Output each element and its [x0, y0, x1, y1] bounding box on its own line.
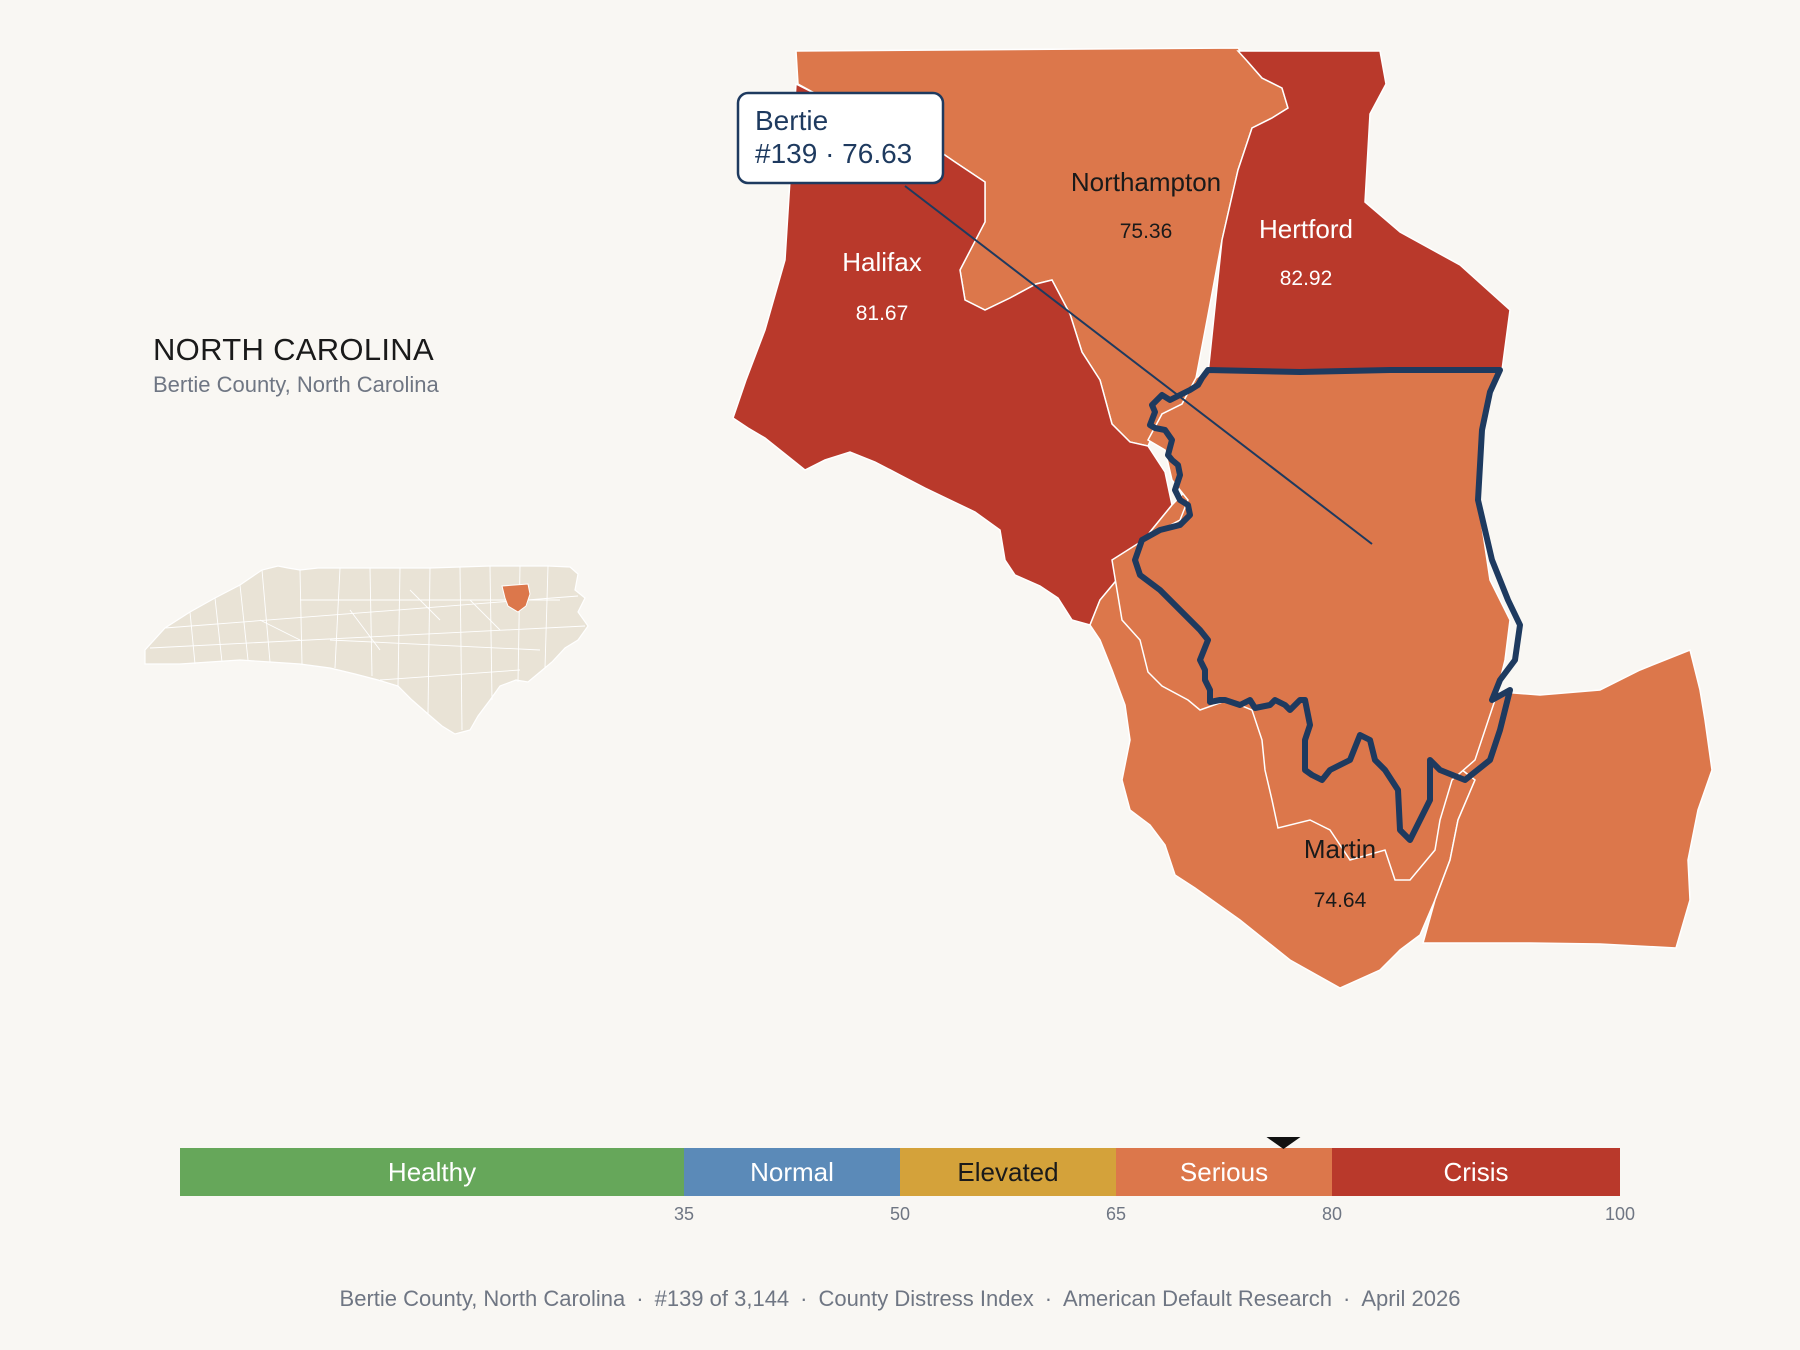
- scale-tick: 65: [1106, 1204, 1126, 1224]
- callout-box: Bertie #139 · 76.63: [736, 91, 945, 185]
- martin-name: Martin: [1304, 834, 1376, 864]
- hertford-name: Hertford: [1259, 214, 1353, 244]
- county-map: [732, 47, 1713, 989]
- scale-tick: 100: [1605, 1204, 1635, 1224]
- scale-band-crisis: [1332, 1148, 1620, 1196]
- scale-band-elevated: [900, 1148, 1116, 1196]
- halifax-value: 81.67: [856, 302, 909, 325]
- scale-label-healthy: Healthy: [388, 1157, 476, 1187]
- scale-band-serious: [1116, 1148, 1332, 1196]
- northampton-value: 75.36: [1120, 220, 1173, 243]
- footer-separator: ·: [800, 1286, 808, 1311]
- northampton-name: Northampton: [1071, 167, 1221, 197]
- footer-separator: ·: [1044, 1286, 1053, 1311]
- scale-band-normal: [684, 1148, 900, 1196]
- scale-tick: 80: [1322, 1204, 1342, 1224]
- scale-tick: 35: [674, 1204, 694, 1224]
- state-inset-map: [144, 565, 589, 735]
- bertie-highlight-outline: [1132, 367, 1523, 843]
- scale-label-crisis: Crisis: [1444, 1157, 1509, 1187]
- scale-label-elevated: Elevated: [957, 1157, 1058, 1187]
- scale-band-healthy: [180, 1148, 684, 1196]
- scale-marker-icon: [1266, 1137, 1301, 1149]
- state-title: NORTH CAROLINA: [153, 332, 434, 367]
- footer: Bertie County, North Carolina · #139 of 3,…: [0, 1286, 1800, 1312]
- distress-scale-legend: Healthy Normal Elevated Serious Crisis 35 50 65…: [180, 1137, 1635, 1224]
- county-washington[interactable]: [1422, 648, 1713, 949]
- scale-tick: 50: [890, 1204, 910, 1224]
- halifax-name: Halifax: [842, 247, 921, 277]
- footer-source: American Default Research: [1063, 1286, 1333, 1311]
- state-outline: [144, 565, 589, 735]
- inset-bertie-highlight: [501, 583, 531, 613]
- callout-box-bg: [736, 91, 945, 185]
- footer-index: County Distress Index: [818, 1286, 1034, 1311]
- state-subtitle: Bertie County, North Carolina: [153, 372, 439, 397]
- footer-separator: ·: [1343, 1286, 1351, 1311]
- martin-value: 74.64: [1314, 889, 1367, 912]
- callout-leader-line: [904, 185, 1373, 545]
- scale-label-normal: Normal: [750, 1157, 834, 1187]
- callout-rank-score: #139 · 76.63: [755, 138, 912, 169]
- footer-date: April 2026: [1361, 1286, 1461, 1311]
- county-labels: Halifax 81.67 Northampton 75.36 Hertford…: [842, 167, 1376, 912]
- callout-county-name: Bertie: [755, 105, 828, 136]
- footer-separator: ·: [636, 1286, 644, 1311]
- scale-label-serious: Serious: [1180, 1157, 1268, 1187]
- footer-rank: #139 of 3,144: [654, 1286, 790, 1311]
- county-bertie[interactable]: [1111, 369, 1511, 881]
- hertford-value: 82.92: [1280, 267, 1333, 290]
- footer-county: Bertie County, North Carolina: [339, 1286, 626, 1311]
